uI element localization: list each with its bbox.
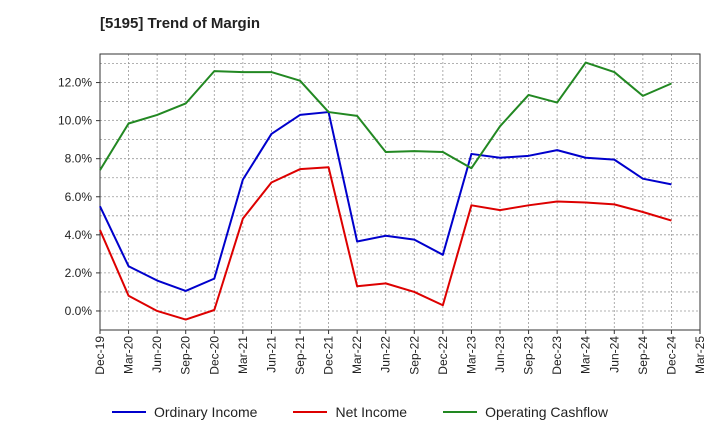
y-tick-label: 6.0%	[65, 190, 93, 204]
legend-item-ordinary-income: Ordinary Income	[111, 404, 258, 420]
series-line-ordinary-income	[99, 111, 672, 292]
legend-swatch-operating-cashflow	[443, 411, 478, 413]
legend-item-net-income: Net Income	[293, 404, 407, 420]
x-tick-label: Mar-20	[122, 336, 136, 374]
x-tick-label: Sep-22	[407, 336, 421, 375]
x-tick-label: Dec-20	[207, 336, 221, 375]
series-layer	[99, 61, 672, 321]
x-tick-label: Jun-22	[379, 336, 393, 373]
legend-swatch-net-income	[293, 411, 328, 413]
x-tick-label: Jun-20	[150, 336, 164, 373]
y-axis-ticks: 0.0% 2.0% 4.0% 6.0% 8.0% 10.0% 12.0%	[58, 76, 100, 318]
x-tick-label: Mar-24	[579, 336, 593, 374]
legend-label-ordinary-income: Ordinary Income	[153, 404, 258, 420]
margin-line-chart: 0.0% 2.0% 4.0% 6.0% 8.0% 10.0% 12.0% Dec-19 Mar…	[58, 53, 707, 375]
y-tick-label: 10.0%	[58, 114, 92, 128]
legend-swatch-ordinary-income	[111, 411, 146, 413]
x-tick-label: Mar-25	[693, 336, 707, 374]
x-tick-label: Sep-23	[522, 336, 536, 375]
y-tick-label: 0.0%	[65, 304, 93, 318]
legend-label-net-income: Net Income	[335, 404, 408, 420]
x-axis-ticks: Dec-19 Mar-20 Jun-20 Sep-20 Dec-20 Mar-21 Jun-…	[93, 330, 707, 375]
legend-label-operating-cashflow: Operating Cashflow	[485, 404, 609, 420]
x-tick-label: Mar-23	[464, 336, 478, 374]
plot-frame	[99, 53, 701, 331]
x-tick-label: Dec-22	[436, 336, 450, 375]
x-tick-label: Jun-23	[493, 336, 507, 373]
legend: Ordinary Income Net Income Operating Cas…	[0, 404, 720, 420]
y-tick-label: 12.0%	[58, 76, 92, 90]
x-tick-label: Sep-21	[293, 336, 307, 375]
chart-title: [5195] Trend of Margin	[100, 15, 261, 32]
y-tick-label: 2.0%	[65, 266, 93, 280]
x-tick-label: Mar-21	[236, 336, 250, 374]
legend-item-operating-cashflow: Operating Cashflow	[443, 404, 608, 420]
x-tick-label: Sep-24	[636, 336, 650, 375]
x-tick-label: Dec-23	[550, 336, 564, 375]
x-tick-label: Dec-24	[664, 336, 678, 375]
x-tick-label: Jun-24	[607, 336, 621, 373]
x-tick-label: Dec-19	[93, 336, 107, 375]
y-tick-label: 8.0%	[65, 152, 93, 166]
x-tick-label: Jun-21	[264, 336, 278, 373]
x-tick-label: Mar-22	[350, 336, 364, 374]
series-line-net-income	[99, 166, 672, 321]
series-line-operating-cashflow	[99, 61, 672, 171]
y-tick-label: 4.0%	[65, 228, 93, 242]
x-tick-label: Dec-21	[322, 336, 336, 375]
x-tick-label: Sep-20	[179, 336, 193, 375]
